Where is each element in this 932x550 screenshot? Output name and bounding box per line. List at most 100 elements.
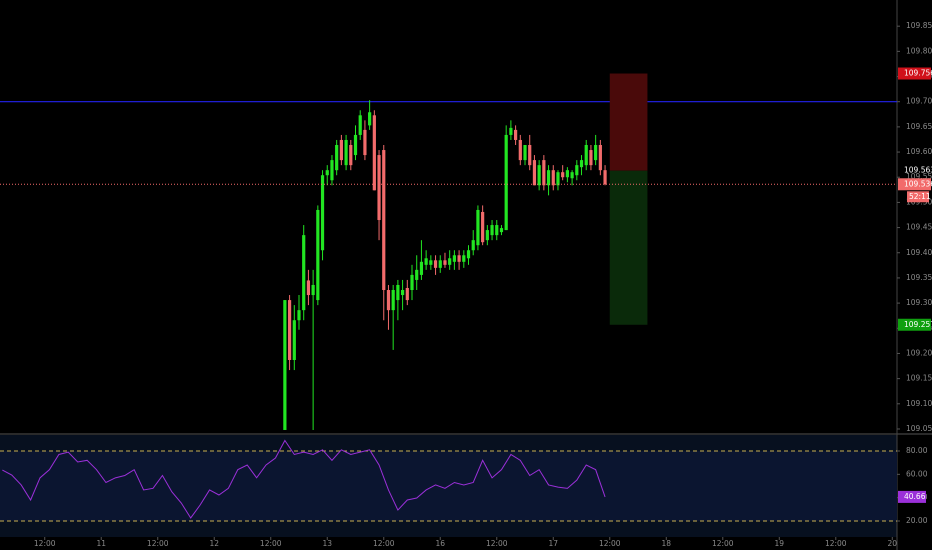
candle-body (513, 129, 518, 140)
candle-body (523, 145, 527, 161)
candle-body (297, 310, 301, 321)
candle-body (542, 160, 546, 186)
y-tick-label: 109.150 (906, 374, 932, 383)
x-tick-label: 12:00 (486, 539, 508, 548)
y-tick-label: 60.00 (906, 469, 928, 478)
x-tick-label: 12:00 (260, 539, 282, 548)
candle-body (570, 172, 574, 179)
candle-body (429, 260, 433, 265)
x-tick-label: 12:00 (34, 539, 56, 548)
candle-body (311, 284, 315, 296)
candle-body (377, 155, 381, 221)
y-tick-label: 109.350 (906, 273, 932, 282)
x-tick-label: 12 (209, 539, 219, 548)
x-tick-label: 12:00 (599, 539, 621, 548)
candle-body (292, 320, 296, 360)
y-tick-label: 80.00 (906, 446, 928, 455)
candle-body (349, 145, 353, 166)
current-price-label-bg (898, 178, 931, 191)
candle-body (335, 145, 339, 171)
candle-body (330, 160, 334, 181)
x-tick-label: 17 (548, 539, 558, 548)
candle-body (518, 139, 522, 161)
candle-body (481, 211, 485, 243)
candle-body (320, 175, 325, 251)
candle-body (353, 134, 358, 156)
candle-body (302, 235, 306, 311)
candle-body (433, 260, 438, 268)
candle-body (391, 290, 395, 311)
candle-body (565, 170, 569, 178)
candle-body (485, 230, 489, 241)
candle-body (462, 255, 466, 262)
candle-body (476, 209, 480, 246)
y-tick-label: 109.300 (906, 298, 932, 307)
candle-body (575, 165, 579, 176)
stop-label: 109.756 (904, 69, 932, 78)
candle-body (452, 255, 456, 262)
candle-body (410, 274, 414, 291)
y-tick-label: 109.600 (906, 147, 932, 156)
y-tick-label: 109.200 (906, 348, 932, 357)
candle-body (358, 115, 362, 135)
y-tick-label: 109.450 (906, 223, 932, 232)
candle-body (457, 255, 461, 262)
candle-body (546, 170, 551, 186)
candle-body (495, 225, 499, 236)
candle-body (325, 170, 329, 176)
countdown-bg (907, 191, 929, 203)
candle-body (579, 160, 584, 168)
target-label: 109.257 (904, 320, 932, 329)
x-tick-label: 18 (662, 539, 672, 548)
candle-body (339, 139, 343, 161)
x-tick-label: 12:00 (373, 539, 395, 548)
countdown: 52:11 (909, 192, 931, 201)
candle-body (386, 290, 391, 311)
candle-body (372, 115, 376, 191)
y-tick-label: 109.800 (906, 46, 932, 55)
stop-label-bg (898, 67, 931, 80)
candle-body (584, 145, 588, 166)
candle-body (400, 290, 405, 296)
candle-body (316, 209, 320, 301)
candle-body (424, 258, 428, 265)
candle-body (561, 172, 565, 178)
x-tick-label: 12:00 (147, 539, 169, 548)
candle-body (537, 165, 541, 186)
y-tick-label: 109.550 (906, 172, 932, 181)
position-stop-zone (609, 73, 648, 171)
candle-body (598, 145, 602, 171)
candle-body (344, 139, 348, 166)
rsi-value-label: 40.66 (904, 492, 926, 501)
candle-body (363, 129, 367, 156)
candle-body (443, 260, 447, 265)
y-tick-label: 109.650 (906, 122, 932, 131)
candle-body (490, 225, 494, 236)
entry-label: 109.563 (904, 166, 932, 175)
rsi-value-bg (898, 490, 926, 503)
candle-body (448, 258, 452, 265)
candle-body (306, 280, 311, 296)
candle-body (603, 170, 607, 185)
candle-body (382, 150, 386, 291)
x-tick-label: 20 (888, 539, 898, 548)
y-tick-label: 109.100 (906, 399, 932, 408)
y-tick-label: 109.700 (906, 97, 932, 106)
candle-body (438, 260, 442, 268)
x-tick-label: 19 (775, 539, 785, 548)
candle-body (415, 269, 419, 280)
candle-body (368, 112, 372, 126)
y-tick-label: 109.850 (906, 21, 932, 30)
candle-body (528, 145, 532, 166)
candle-body (499, 228, 504, 233)
y-tick-label: 20.00 (906, 516, 928, 525)
candle-body (551, 170, 555, 186)
y-tick-label: 109.400 (906, 248, 932, 257)
candle-body (556, 172, 560, 186)
candle-body (589, 150, 593, 166)
candle-body (283, 300, 287, 430)
rsi-line (2, 439, 606, 519)
candle-body (532, 160, 537, 186)
x-tick-label: 12:00 (712, 539, 734, 548)
